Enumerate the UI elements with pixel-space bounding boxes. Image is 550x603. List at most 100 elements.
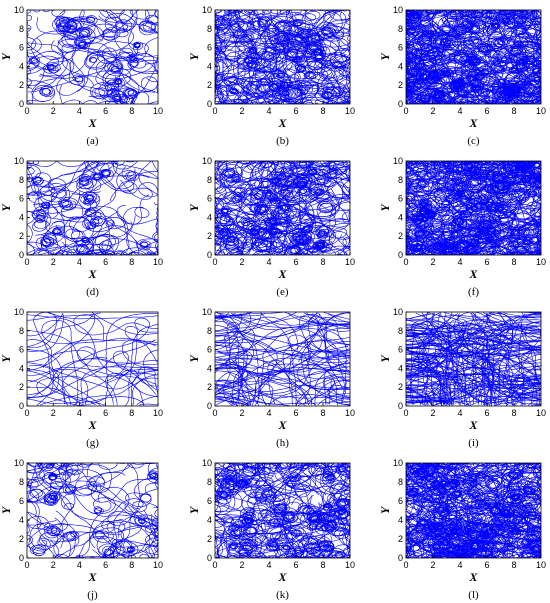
y-axis-label: Y bbox=[0, 505, 13, 514]
fiber-curve bbox=[514, 385, 541, 406]
fiber-curve bbox=[73, 35, 103, 49]
panel-caption: (k) bbox=[276, 589, 289, 601]
x-tick-label: 0 bbox=[24, 257, 29, 267]
y-tick-label: 2 bbox=[398, 382, 403, 392]
fiber-curve bbox=[323, 327, 350, 373]
x-tick-label: 10 bbox=[153, 560, 163, 570]
fiber-curve bbox=[457, 175, 484, 189]
x-tick-label: 6 bbox=[484, 560, 489, 570]
fiber-curve bbox=[230, 312, 350, 329]
y-tick-label: 0 bbox=[207, 250, 212, 260]
fiber-curve bbox=[65, 216, 94, 243]
x-tick-label: 10 bbox=[536, 106, 546, 116]
y-tick-label: 2 bbox=[19, 231, 24, 241]
fiber-curve bbox=[215, 398, 236, 406]
y-tick-label: 8 bbox=[398, 326, 403, 336]
fiber-curve bbox=[242, 20, 292, 70]
fiber-curve bbox=[287, 334, 350, 362]
fiber-curve bbox=[32, 212, 52, 236]
y-tick-label: 6 bbox=[398, 345, 403, 355]
x-tick-label: 8 bbox=[320, 257, 325, 267]
fiber-curve bbox=[406, 399, 453, 406]
fiber-curve bbox=[35, 225, 68, 255]
y-tick-label: 0 bbox=[207, 553, 212, 563]
fiber-curve bbox=[406, 394, 472, 406]
fiber-curve bbox=[427, 69, 452, 96]
y-tick-label: 8 bbox=[398, 175, 403, 185]
fiber-curve bbox=[54, 232, 105, 255]
fiber-curve bbox=[215, 10, 255, 70]
panel-caption: (a) bbox=[86, 135, 99, 147]
fiber-curve bbox=[406, 502, 515, 558]
fiber-curve bbox=[27, 161, 153, 200]
fiber-curve bbox=[67, 42, 131, 104]
x-tick-label: 2 bbox=[239, 408, 244, 418]
fiber-curve bbox=[27, 380, 96, 406]
fiber-curve bbox=[443, 485, 468, 501]
x-tick-label: 6 bbox=[293, 257, 298, 267]
fiber-curve bbox=[308, 37, 350, 89]
fiber-curve bbox=[284, 312, 350, 332]
fiber-curve bbox=[224, 186, 350, 228]
fiber-curve bbox=[268, 70, 306, 104]
x-tick-label: 2 bbox=[239, 257, 244, 267]
fiber-curve bbox=[406, 321, 466, 405]
fiber-curve bbox=[106, 325, 158, 384]
fiber-curve bbox=[217, 191, 245, 211]
y-tick-label: 2 bbox=[398, 534, 403, 544]
fiber-curve bbox=[215, 51, 265, 97]
fiber-curve bbox=[275, 463, 324, 502]
fiber-curve bbox=[50, 190, 91, 255]
y-axis-label: Y bbox=[187, 505, 201, 514]
fiber-curve bbox=[406, 178, 459, 255]
fiber-curve bbox=[259, 167, 350, 220]
fiber-curve bbox=[215, 370, 251, 405]
fiber-curve bbox=[406, 320, 502, 380]
y-axis-label: Y bbox=[378, 505, 392, 514]
fiber-curve bbox=[289, 14, 313, 34]
plot-frame bbox=[26, 9, 159, 105]
fiber-curve bbox=[123, 194, 150, 225]
fiber-curve bbox=[295, 234, 350, 255]
fiber-curve bbox=[292, 173, 323, 189]
fiber-curve bbox=[268, 355, 350, 406]
fiber-curve bbox=[98, 79, 124, 103]
fiber-curve bbox=[27, 339, 157, 363]
fiber-curve bbox=[500, 10, 541, 29]
fiber-curve bbox=[98, 486, 141, 558]
fiber-curve bbox=[216, 339, 350, 369]
fiber-curve bbox=[57, 40, 158, 73]
fiber-curve bbox=[50, 506, 158, 558]
fiber-curve bbox=[308, 177, 335, 201]
fiber-curve bbox=[71, 28, 134, 93]
fiber-curve bbox=[39, 70, 158, 94]
fiber-curve bbox=[96, 535, 116, 557]
fiber-curve bbox=[335, 463, 350, 514]
fiber-curve bbox=[460, 510, 537, 558]
fiber-curve bbox=[438, 313, 541, 366]
fiber-curve bbox=[132, 377, 158, 406]
fiber-curve bbox=[474, 352, 541, 402]
fiber-curve bbox=[79, 234, 128, 255]
fiber-curve bbox=[215, 322, 240, 406]
fiber-curve bbox=[215, 215, 243, 255]
fiber-curve bbox=[497, 41, 541, 65]
curves-group bbox=[27, 312, 158, 406]
fiber-curve bbox=[238, 519, 336, 558]
fiber-curve bbox=[90, 498, 147, 517]
fiber-curve bbox=[215, 331, 317, 406]
fiber-curve bbox=[442, 161, 541, 219]
y-tick-label: 0 bbox=[207, 99, 212, 109]
x-tick-label: 2 bbox=[239, 560, 244, 570]
fiber-curve bbox=[414, 229, 503, 244]
fiber-curve bbox=[482, 315, 541, 387]
fiber-curve bbox=[474, 226, 505, 251]
fiber-curve bbox=[122, 541, 136, 554]
fiber-curve bbox=[431, 161, 541, 181]
fiber-curve bbox=[446, 361, 541, 405]
panel-caption: (i) bbox=[468, 437, 479, 449]
fiber-curve bbox=[408, 353, 541, 389]
fiber-curve bbox=[90, 463, 158, 510]
fiber-curve bbox=[491, 36, 509, 65]
x-axis-label: X bbox=[87, 267, 97, 281]
